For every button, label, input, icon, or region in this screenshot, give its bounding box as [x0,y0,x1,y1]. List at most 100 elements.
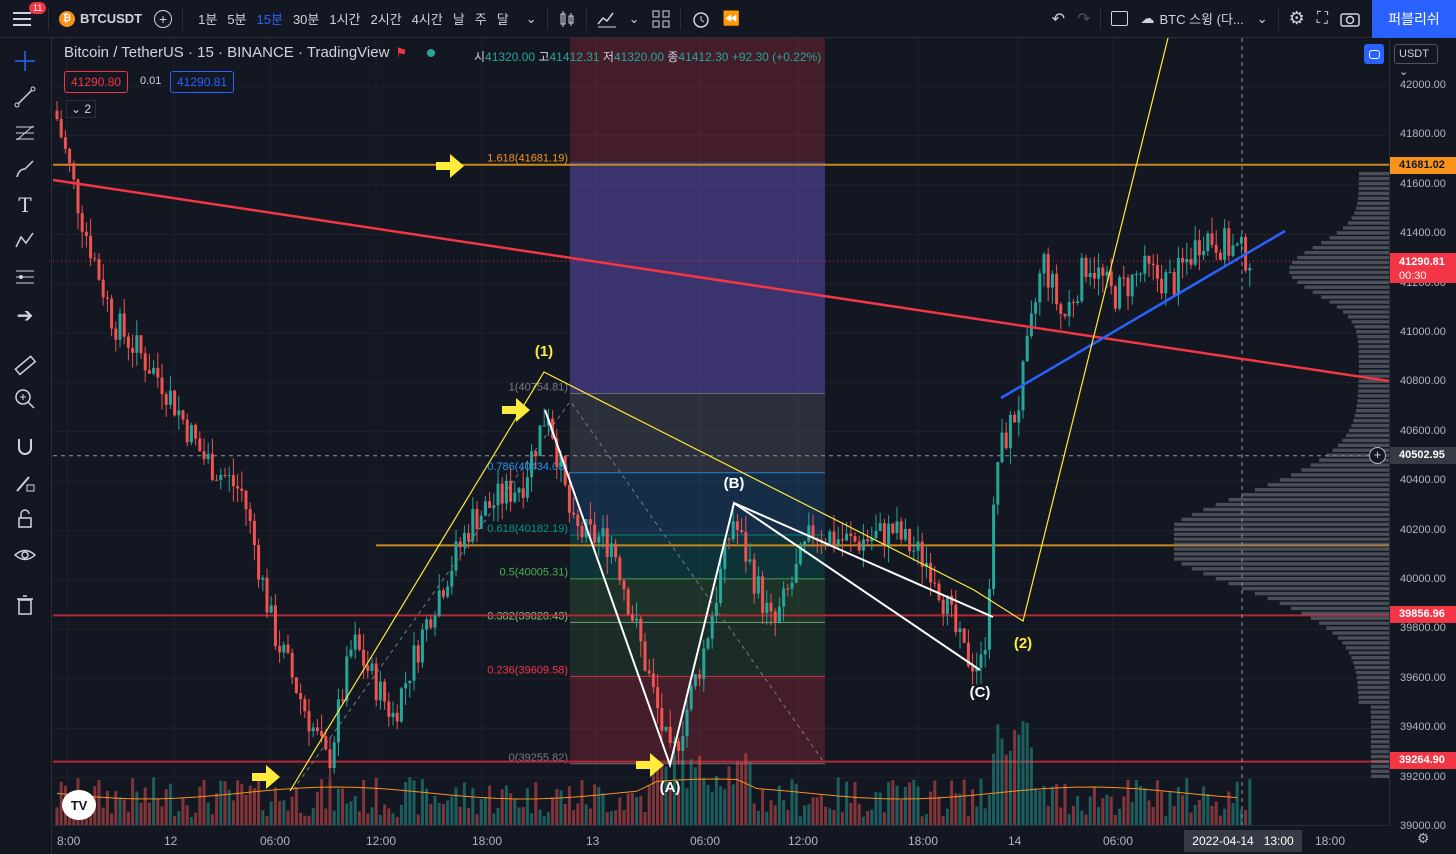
chart-type-button[interactable] [552,0,582,38]
timeframe-2[interactable]: 15분 [256,12,283,27]
fib-tool[interactable] [10,118,40,148]
timeframe-8[interactable]: 주 [474,12,487,27]
menu-button[interactable]: 11 [0,0,47,38]
text-tool[interactable]: T [10,190,40,220]
timeframe-1[interactable]: 5분 [227,12,247,27]
chart-pane[interactable]: 1.618(41681.19) 1(40754.81) 0.786(40434.08… [53,38,1389,825]
crosshair-tool[interactable] [10,46,40,76]
volume-bar [244,794,248,825]
candle-body [114,328,118,340]
volume-profile-bar [1370,720,1389,724]
candle-body [517,488,521,493]
candle-body [471,508,475,542]
volume-bar [992,753,996,825]
candle-body [265,577,269,613]
timeframe-5[interactable]: 2시간 [370,12,402,27]
volume-bar [483,797,487,825]
volume-profile-bar [1358,384,1389,388]
high-value: 41412.31 [549,50,600,64]
timeframe-6[interactable]: 4시간 [411,12,443,27]
candle-body [786,588,790,590]
fullscreen-button[interactable]: ⛶ [1311,0,1334,38]
time-axis[interactable]: 8:00 12 06:00 12:00 18:00 13 06:00 12:00 18:00 14… [53,825,1430,854]
chart-canvas[interactable]: 1.618(41681.19)1(40754.81)0.786(40434.08… [53,38,1389,825]
volume-bar [702,777,706,825]
candle-body [366,665,370,671]
volume-profile-bar [1370,740,1389,744]
candle-body [1147,255,1151,264]
prediction-tool[interactable] [10,262,40,292]
volume-bar [651,765,655,825]
lock-tool[interactable] [10,504,40,534]
redo-button[interactable]: ↷ [1071,0,1096,38]
hide-tool[interactable] [10,540,40,570]
chart-sync-button[interactable] [1364,44,1384,64]
timeframe-4[interactable]: 1시간 [329,12,361,27]
candle-body [1000,432,1004,463]
volume-profile-bar [1254,488,1389,492]
pattern-tool[interactable] [10,226,40,256]
volume-bar [467,808,471,825]
chevron-down-icon: ⌄ [71,102,82,116]
volume-bar [706,784,710,825]
delete-tool[interactable] [10,590,40,620]
brush-tool[interactable] [10,154,40,184]
layout-button[interactable] [1105,0,1134,38]
candle-body [1034,302,1038,314]
templates-button[interactable] [646,0,676,38]
candle-body [357,634,361,650]
alert-button[interactable] [685,0,717,38]
currency-selector[interactable]: USDT ⌄ [1394,44,1438,78]
volume-bar [840,812,844,825]
add-alert-crosshair-button[interactable]: + [1369,447,1386,464]
volume-profile-bar [1174,522,1389,527]
volume-bar [378,814,382,825]
stay-drawing-tool[interactable] [10,468,40,498]
timeframe-dropdown[interactable]: ⌄ [520,0,543,38]
measure-tool[interactable] [10,350,40,380]
zoom-tool[interactable] [10,384,40,414]
volume-profile-bar [1358,389,1389,393]
publish-button[interactable]: 퍼블리쉬 [1372,0,1456,38]
timeframe-3[interactable]: 30분 [292,12,320,27]
timeframe-9[interactable]: 달 [496,12,509,27]
volume-profile-bar [1356,675,1389,680]
volume-bar [273,787,277,825]
volume-profile-bar [1370,715,1389,719]
trendline-tool[interactable] [10,82,40,112]
magnet-tool[interactable] [10,432,40,462]
symbol-search[interactable]: ₿ BTCUSDT [53,0,148,38]
indicators-button[interactable] [591,0,623,38]
price-axis[interactable]: USDT ⌄ 42000.00 41800.00 41600.00 41400.00 4… [1389,38,1456,832]
indicators-dropdown[interactable]: ⌄ [623,0,646,38]
flag-icon[interactable]: ⚑ [395,44,408,60]
volume-bar [282,800,286,825]
replay-button[interactable]: ⏪ [717,0,746,38]
timeframe-0[interactable]: 1분 [198,12,218,27]
candle-body [929,562,933,583]
volume-profile-bar [1358,171,1389,176]
arrow-tool[interactable]: ➔ [10,300,40,330]
compare-button[interactable]: + [148,0,178,38]
candle-body [996,462,1000,505]
fullscreen-icon: ⛶ [1316,9,1328,27]
volume-profile-bar [1347,315,1389,319]
candle-body [412,645,416,681]
volume-bar [584,804,588,825]
indicator-toggle[interactable]: ⌄ 2 [66,100,97,118]
candle-body [110,298,114,329]
candle-body [954,604,958,633]
price-tick: 40600.00 [1400,424,1446,437]
layout-name-button[interactable]: ☁ BTC 스윙 (다... ⌄ [1134,0,1273,38]
volume-profile-bar [1337,443,1389,448]
settings-button[interactable]: ⚙ [1283,0,1311,38]
volume-profile-bar [1174,552,1389,556]
timeframe-7[interactable]: 날 [452,12,465,27]
candle-body [399,688,403,722]
volume-bar [899,799,903,825]
snapshot-button[interactable] [1334,0,1366,38]
buy-button[interactable]: 41290.81 [170,71,235,93]
axis-settings-button[interactable]: ⚙ [1417,830,1430,847]
sell-button[interactable]: 41290.80 [64,71,129,93]
undo-button[interactable]: ↶ [1046,0,1071,38]
